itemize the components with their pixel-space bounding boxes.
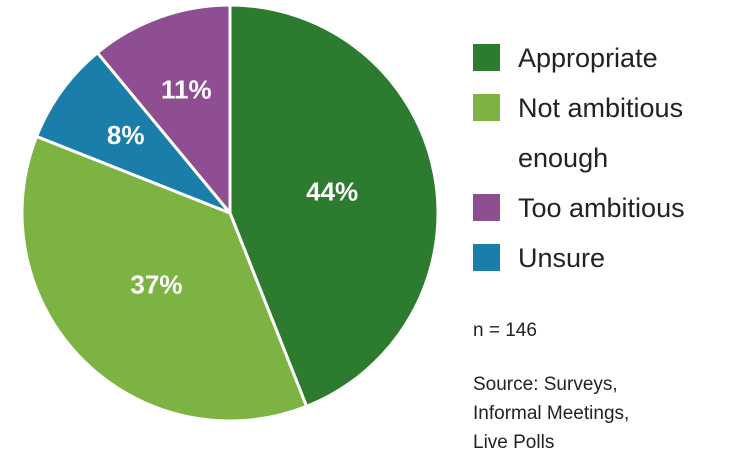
legend-label: Not ambitious enough — [518, 93, 684, 173]
legend-item: Too ambitious — [473, 183, 733, 233]
pie-slice — [228, 3, 440, 409]
sample-size: n = 146 — [473, 320, 537, 341]
data-label: 8% — [107, 120, 145, 150]
pie-slice — [20, 134, 309, 423]
legend-item: Not ambitious enough — [473, 83, 733, 183]
source: Source: Surveys, Informal Meetings, Live… — [473, 370, 629, 457]
legend-label: Appropriate — [518, 43, 658, 73]
source-line: Source: Surveys, — [473, 374, 618, 395]
data-label: 44% — [306, 176, 358, 206]
legend-swatch — [473, 44, 500, 71]
legend-label: Too ambitious — [518, 193, 685, 223]
legend-swatch — [473, 94, 500, 121]
legend-swatch — [473, 194, 500, 221]
legend-item: Appropriate — [473, 33, 733, 83]
source-line: Informal Meetings, — [473, 403, 630, 424]
data-label: 11% — [161, 75, 212, 105]
source-line: Live Polls — [473, 432, 555, 453]
pie-slice — [95, 3, 232, 218]
legend: Appropriate Not ambitious enough Too amb… — [473, 33, 733, 283]
legend-item: Unsure — [473, 233, 733, 283]
legend-swatch — [473, 244, 500, 271]
legend-label: Unsure — [518, 243, 606, 273]
data-label: 37% — [130, 269, 182, 299]
pie-slice — [34, 50, 232, 215]
